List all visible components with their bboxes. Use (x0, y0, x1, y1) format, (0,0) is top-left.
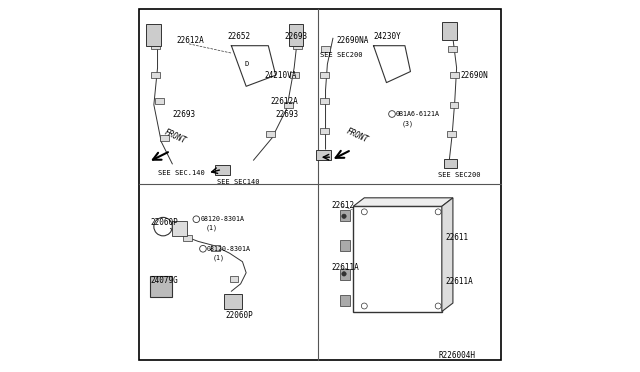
Text: 24230Y: 24230Y (374, 32, 401, 41)
Bar (151, 43, 160, 49)
Text: FRONT: FRONT (163, 128, 188, 145)
Text: FRONT: FRONT (344, 126, 369, 144)
Text: SEE SEC200: SEE SEC200 (320, 52, 362, 58)
Bar (451, 72, 459, 78)
Bar (449, 102, 458, 108)
Bar (211, 245, 220, 251)
Polygon shape (442, 198, 453, 311)
Bar (444, 159, 456, 168)
Bar (321, 98, 329, 104)
Circle shape (342, 214, 346, 218)
Text: 22693: 22693 (285, 32, 308, 41)
Bar (284, 102, 293, 108)
Bar (340, 269, 349, 280)
Bar (290, 72, 299, 78)
Bar (321, 128, 329, 134)
Text: R226004H: R226004H (438, 351, 475, 360)
Bar (340, 295, 349, 306)
Text: (1): (1) (205, 225, 218, 231)
Bar (289, 23, 303, 46)
Text: D: D (244, 61, 248, 67)
Text: 22612A: 22612A (176, 36, 204, 45)
Text: SEE SEC.140: SEE SEC.140 (157, 170, 204, 176)
Bar (151, 72, 160, 78)
Text: 22060P: 22060P (226, 311, 253, 320)
Text: SEE SEC140: SEE SEC140 (216, 179, 259, 185)
Bar (215, 164, 230, 175)
Text: 0B1A6-6121A: 0B1A6-6121A (396, 111, 440, 117)
Circle shape (342, 272, 346, 276)
Text: 24079G: 24079G (150, 276, 178, 285)
Text: 22611A: 22611A (445, 278, 474, 286)
Text: 22693: 22693 (172, 109, 195, 119)
Bar (321, 46, 330, 52)
Text: 22611: 22611 (445, 233, 468, 242)
Bar (293, 43, 302, 49)
Bar (224, 294, 243, 309)
Text: 08120-8301A: 08120-8301A (200, 216, 244, 222)
Bar (449, 46, 458, 52)
Bar (447, 131, 456, 137)
Polygon shape (353, 198, 453, 206)
Text: 22693: 22693 (276, 109, 299, 119)
Bar (340, 210, 349, 221)
Bar (182, 235, 191, 241)
Bar (155, 98, 164, 104)
Bar (147, 23, 161, 46)
Text: 22690N: 22690N (460, 71, 488, 80)
Bar (172, 221, 187, 236)
Bar (161, 135, 170, 141)
Text: 08120-8301A: 08120-8301A (207, 246, 251, 252)
Text: 22612: 22612 (331, 201, 354, 210)
Bar (316, 150, 331, 160)
Text: SEE SEC200: SEE SEC200 (438, 172, 481, 178)
Bar (230, 276, 239, 282)
Text: 24210VA: 24210VA (264, 71, 297, 80)
Bar (321, 72, 329, 78)
Text: 22060P: 22060P (150, 218, 178, 227)
Bar (266, 131, 275, 137)
Bar (150, 276, 172, 297)
Text: 22611A: 22611A (331, 263, 359, 272)
Text: 22690NA: 22690NA (337, 36, 369, 45)
Text: 22652: 22652 (228, 32, 251, 41)
Text: (3): (3) (401, 121, 413, 127)
FancyBboxPatch shape (353, 206, 442, 311)
Text: (1): (1) (212, 254, 224, 261)
Text: 22612A: 22612A (270, 97, 298, 106)
Bar (340, 240, 349, 251)
Bar (442, 22, 456, 40)
